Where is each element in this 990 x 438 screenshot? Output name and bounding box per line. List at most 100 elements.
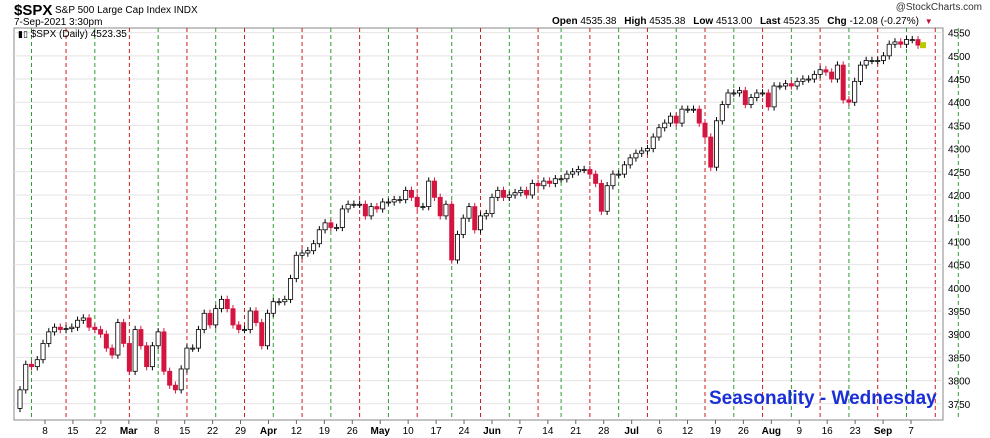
y-tick-label: 4000 (948, 284, 971, 295)
candle-body (454, 234, 460, 261)
candle-body (322, 222, 328, 231)
candle-body (691, 108, 697, 111)
candle-body (328, 222, 334, 228)
candle-body (667, 115, 673, 124)
candle-body (265, 312, 271, 347)
candle-body (909, 39, 915, 41)
x-tick-label: 15 (179, 426, 191, 437)
open-label: Open (552, 16, 578, 27)
y-tick-label: 4350 (948, 121, 971, 132)
candle-body (570, 171, 576, 175)
ohlc-readout: Open 4535.38 High 4535.38 Low 4513.00 La… (547, 16, 933, 27)
x-tick-label: 22 (207, 426, 219, 437)
candle-body (719, 104, 725, 122)
candle-body (132, 329, 138, 372)
candle-body (121, 322, 127, 344)
candle-body (126, 343, 132, 372)
down-arrow-icon: ▼ (924, 17, 933, 26)
candle-body (765, 92, 771, 108)
candle-body (195, 329, 201, 349)
y-tick-label: 4300 (948, 145, 971, 156)
candle-body (339, 208, 345, 228)
candle-body (800, 78, 806, 82)
candle-body (788, 83, 794, 87)
candle-body (420, 206, 426, 209)
x-tick-label: Jun (483, 426, 501, 437)
candle-body (489, 196, 495, 214)
candle-body (564, 173, 570, 180)
candle-body (892, 41, 898, 45)
candle-body (598, 183, 604, 212)
candle-body (834, 64, 840, 80)
candle-body (535, 183, 541, 187)
quote-date: 7-Sep-2021 3:30pm (14, 17, 103, 28)
candle-body (391, 199, 397, 203)
candle-body (241, 329, 247, 331)
last-value: 4523.35 (783, 16, 820, 27)
candle-body (29, 363, 35, 368)
candle-body (190, 347, 196, 350)
y-tick-label: 4100 (948, 237, 971, 248)
candle-body (685, 108, 691, 111)
candle-body (460, 217, 466, 235)
candle-body (714, 120, 720, 168)
candle-body (443, 203, 449, 217)
candle-body (86, 317, 92, 328)
y-tick-label: 4200 (948, 191, 971, 202)
x-tick-label: 29 (235, 426, 247, 437)
x-tick-label: Apr (260, 426, 277, 437)
candle-body (247, 310, 253, 330)
legend-bars-icon: ▮▯ (18, 29, 28, 39)
candle-body (69, 326, 75, 330)
candle-body (737, 90, 743, 94)
candle-body (875, 60, 881, 62)
candle-body (811, 73, 817, 80)
candle-body (75, 319, 81, 328)
candle-body (794, 80, 800, 87)
x-tick-label: 8 (42, 426, 48, 437)
candle-body (518, 189, 524, 194)
candle-body (230, 308, 236, 326)
candle-body (224, 298, 230, 310)
candle-body (840, 64, 846, 101)
candle-body (403, 189, 409, 201)
candle-body (299, 252, 305, 256)
chg-value: -12.08 (-0.27%) (849, 16, 919, 27)
x-tick-label: Mar (120, 426, 138, 437)
candle-body (52, 326, 58, 333)
x-tick-label: 9 (796, 426, 802, 437)
candle-body (823, 69, 829, 73)
candle-body (662, 122, 668, 129)
x-tick-label: 28 (598, 426, 610, 437)
x-tick-label: 16 (822, 426, 834, 437)
x-tick-label: 23 (850, 426, 862, 437)
candle-body (621, 164, 627, 175)
y-tick-label: 3750 (948, 400, 971, 411)
candle-body (374, 206, 380, 210)
candle-body (184, 347, 190, 370)
x-tick-label: 26 (738, 426, 750, 437)
open-value: 4535.38 (580, 16, 617, 27)
y-tick-label: 4250 (948, 168, 971, 179)
candle-body (161, 331, 167, 372)
chart-header: $SPX S&P 500 Large Cap Index INDX @Stock… (0, 0, 990, 30)
candle-body (524, 189, 530, 196)
candle-body (696, 108, 702, 124)
candle-body (149, 345, 155, 368)
seasonality-annotation: Seasonality - Wednesday (709, 388, 937, 409)
x-tick-label: 14 (542, 426, 554, 437)
candle-body (558, 178, 564, 181)
legend-text: $SPX (Daily) 4523.35 (30, 29, 127, 40)
y-tick-label: 4500 (948, 52, 971, 63)
candle-body (587, 169, 593, 175)
y-tick-label: 4150 (948, 214, 971, 225)
y-tick-label: 3900 (948, 330, 971, 341)
candle-body (167, 370, 173, 386)
x-tick-label: 7 (517, 426, 523, 437)
candle-body (777, 85, 783, 88)
candle-body (276, 301, 282, 304)
candle-body (305, 250, 311, 254)
candle-body (725, 92, 731, 105)
candle-body (673, 115, 679, 124)
